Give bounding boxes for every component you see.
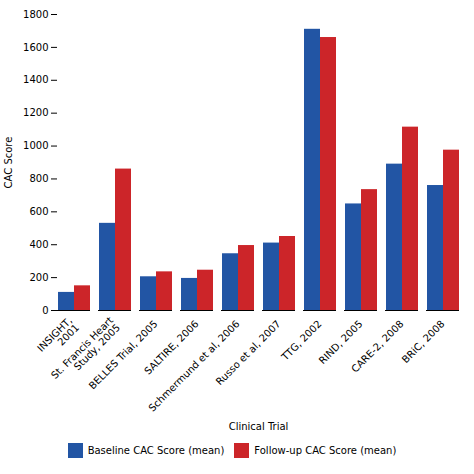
svg-text:1400: 1400	[23, 74, 48, 85]
svg-text:1600: 1600	[23, 42, 48, 53]
svg-text:800: 800	[29, 173, 48, 184]
svg-text:1200: 1200	[23, 107, 48, 118]
svg-text:CAC Score: CAC Score	[3, 137, 14, 189]
svg-text:1800: 1800	[23, 9, 48, 20]
svg-text:St. Francis HeartStudy, 2005: St. Francis HeartStudy, 2005	[49, 315, 122, 388]
svg-text:Clinical Trial: Clinical Trial	[229, 421, 289, 432]
svg-text:400: 400	[29, 239, 48, 250]
svg-text:0: 0	[42, 305, 48, 316]
svg-text:200: 200	[29, 272, 48, 283]
svg-text:BELLES Trial, 2005: BELLES Trial, 2005	[87, 318, 160, 391]
svg-text:BRiC, 2008: BRiC, 2008	[400, 318, 447, 365]
svg-text:600: 600	[29, 206, 48, 217]
svg-text:CARE-2, 2008: CARE-2, 2008	[349, 318, 405, 374]
svg-text:1000: 1000	[23, 140, 48, 151]
svg-text:Russo et al, 2007: Russo et al, 2007	[214, 318, 283, 387]
svg-text:TTG, 2002: TTG, 2002	[279, 318, 324, 363]
